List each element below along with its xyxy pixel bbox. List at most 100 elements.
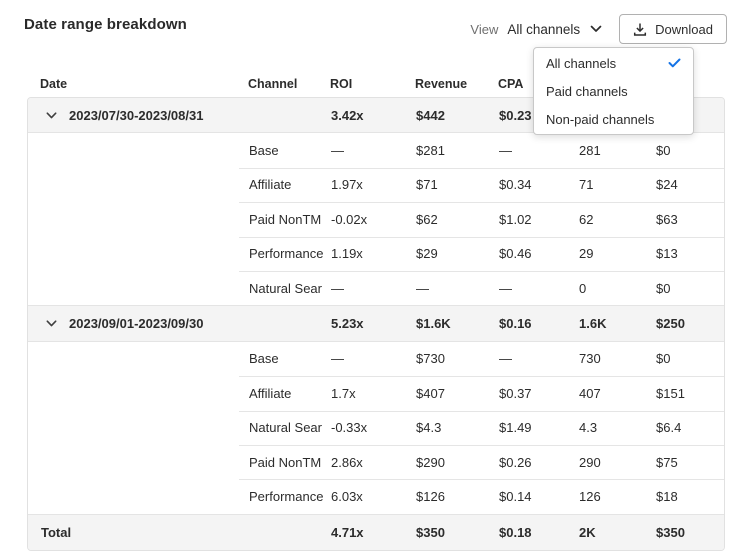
menu-item-label: All channels	[546, 55, 617, 71]
menu-item-non-paid-channels[interactable]: Non-paid channels	[534, 105, 693, 133]
cell-roi: —	[331, 143, 344, 159]
total-row: Total 4.71x $350 $0.18 2K $350	[28, 513, 724, 551]
cell-col7: $13	[656, 246, 678, 262]
cell-channel: Performance	[249, 246, 324, 262]
cell-roi: 5.23x	[331, 316, 364, 332]
menu-item-all-channels[interactable]: All channels	[534, 49, 693, 77]
table-row: Affiliate 1.7x $407 $0.37 407 $151	[28, 376, 724, 411]
table-row: Paid NonTM 2.86x $290 $0.26 290 $75	[28, 444, 724, 480]
cell-col7: $0	[656, 143, 671, 159]
cell-roi: 3.42x	[331, 107, 364, 123]
cell-cpa: $0.23	[499, 107, 532, 123]
view-label: View	[470, 21, 499, 37]
table-header-row: Date Channel ROI Revenue CPA	[27, 70, 723, 97]
cell-revenue: $442	[416, 107, 445, 123]
cell-revenue: $281	[416, 143, 445, 159]
cell-cpa: $1.49	[499, 420, 532, 436]
cell-channel: Affiliate	[249, 177, 292, 193]
table-body: 2023/07/30-2023/08/31 3.42x $442 $0.23 Base —…	[27, 97, 725, 552]
cell-channel: Natural Sear	[249, 280, 322, 296]
cell-cpa: $0.26	[499, 454, 532, 470]
download-icon	[633, 22, 647, 37]
cell-col6: 0	[579, 280, 587, 296]
group-date-cell: 2023/09/01-2023/09/30	[28, 316, 249, 331]
cell-col7: $0	[656, 280, 671, 296]
cell-revenue: $29	[416, 246, 438, 262]
total-col6: 2K	[579, 524, 596, 540]
cell-revenue: $71	[416, 177, 438, 193]
table-row: Performance 1.19x $29 $0.46 29 $13	[28, 236, 724, 271]
cell-channel: Paid NonTM	[249, 211, 322, 227]
cell-cpa: $0.34	[499, 177, 532, 193]
row-divider	[239, 410, 724, 412]
cell-cpa: $0.16	[499, 316, 532, 332]
download-label: Download	[655, 21, 713, 37]
cell-roi: -0.02x	[331, 211, 368, 227]
total-col7: $350	[656, 524, 685, 540]
download-button[interactable]: Download	[619, 14, 727, 44]
cell-col6: 126	[579, 488, 601, 504]
view-dropdown-value: All channels	[507, 21, 581, 37]
cell-revenue: $730	[416, 351, 445, 367]
row-divider	[239, 167, 724, 169]
row-divider	[239, 479, 724, 481]
group-row[interactable]: 2023/09/01-2023/09/30 5.23x $1.6K $0.16 1.6K…	[28, 305, 724, 342]
cell-revenue: $4.3	[416, 420, 442, 436]
menu-item-label: Non-paid channels	[546, 111, 655, 127]
chevron-down-icon	[590, 25, 602, 33]
cell-col6: 71	[579, 177, 594, 193]
table-row: Base — $281 — 281 $0	[28, 133, 724, 168]
chevron-down-icon[interactable]	[46, 112, 57, 119]
cell-col7: $151	[656, 385, 685, 401]
cell-col7: $63	[656, 211, 678, 227]
column-header-channel: Channel	[248, 76, 298, 91]
cell-channel: Performance	[249, 488, 324, 504]
group-date-label: 2023/07/30-2023/08/31	[69, 107, 204, 123]
row-divider	[239, 376, 724, 378]
table-row: Natural Sear -0.33x $4.3 $1.49 4.3 $6.4	[28, 410, 724, 445]
cell-roi: 1.7x	[331, 385, 356, 401]
menu-item-paid-channels[interactable]: Paid channels	[534, 77, 693, 105]
cell-col6: 281	[579, 143, 601, 159]
cell-cpa: $0.46	[499, 246, 532, 262]
cell-cpa: $1.02	[499, 211, 532, 227]
column-header-roi: ROI	[330, 76, 353, 91]
table-row: Paid NonTM -0.02x $62 $1.02 62 $63	[28, 202, 724, 237]
total-cpa: $0.18	[499, 524, 532, 540]
cell-revenue: —	[416, 280, 429, 296]
cell-roi: 1.97x	[331, 177, 363, 193]
cell-channel: Base	[249, 143, 279, 159]
column-header-cpa: CPA	[498, 76, 524, 91]
cell-roi: —	[331, 280, 344, 296]
cell-cpa: —	[499, 351, 512, 367]
menu-item-label: Paid channels	[546, 83, 628, 99]
cell-channel: Natural Sear	[249, 420, 322, 436]
row-divider	[239, 270, 724, 272]
row-divider	[239, 236, 724, 238]
row-divider	[239, 202, 724, 204]
chevron-down-icon[interactable]	[46, 320, 57, 327]
cell-cpa: $0.14	[499, 488, 532, 504]
cell-col6: 1.6K	[579, 316, 607, 332]
group-date-cell: 2023/07/30-2023/08/31	[28, 108, 249, 123]
table-row: Natural Sear — — — 0 $0	[28, 270, 724, 306]
page-title: Date range breakdown	[24, 16, 187, 33]
cell-roi: —	[331, 351, 344, 367]
cell-roi: 1.19x	[331, 246, 363, 262]
column-header-date: Date	[40, 76, 68, 91]
cell-revenue: $1.6K	[416, 316, 451, 332]
view-dropdown-trigger[interactable]: All channels	[507, 22, 602, 37]
table-row: Base — $730 — 730 $0	[28, 341, 724, 377]
column-header-revenue: Revenue	[415, 76, 468, 91]
cell-col7: $250	[656, 316, 685, 332]
cell-col6: 730	[579, 351, 601, 367]
cell-revenue: $62	[416, 211, 438, 227]
checkmark-icon	[668, 58, 681, 68]
cell-roi: 2.86x	[331, 454, 363, 470]
total-revenue: $350	[416, 524, 445, 540]
cell-channel: Paid NonTM	[249, 454, 322, 470]
table-row: Affiliate 1.97x $71 $0.34 71 $24	[28, 167, 724, 203]
table-row: Performance 6.03x $126 $0.14 126 $18	[28, 479, 724, 514]
cell-col7: $75	[656, 454, 678, 470]
